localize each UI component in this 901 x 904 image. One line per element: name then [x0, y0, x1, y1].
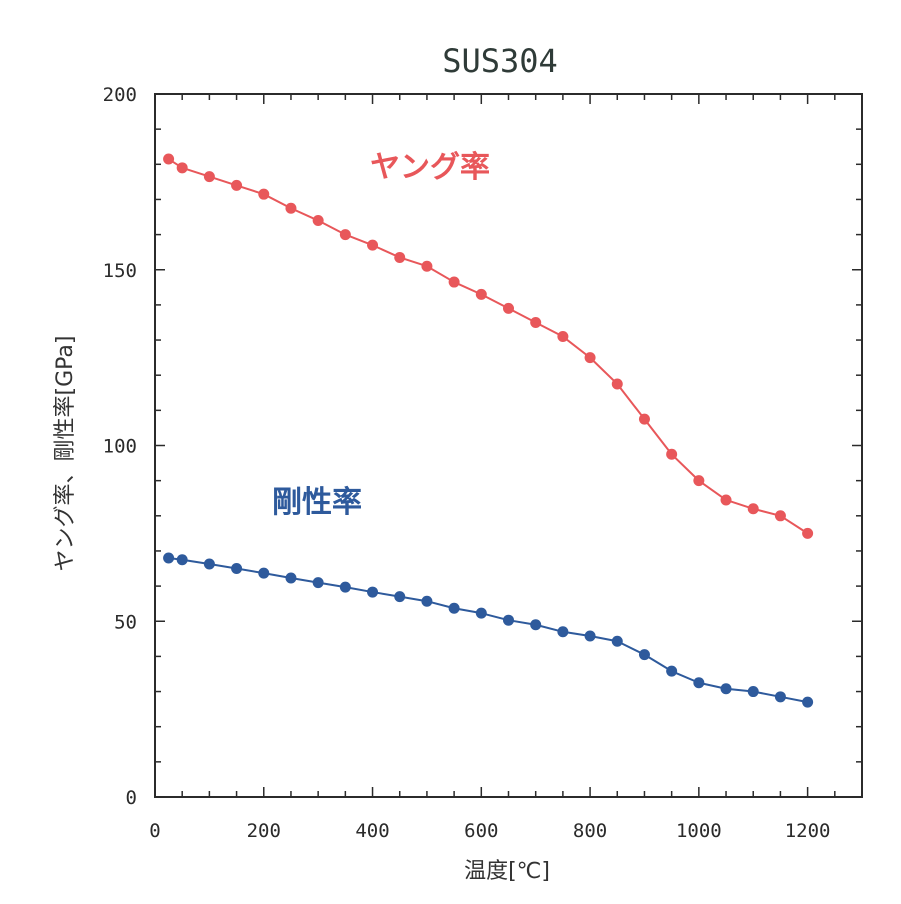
- x-tick-label: 800: [573, 820, 607, 842]
- data-point: [285, 202, 297, 214]
- data-point: [312, 215, 324, 227]
- x-tick-label: 600: [464, 820, 498, 842]
- data-point: [638, 649, 650, 661]
- data-point: [747, 503, 759, 515]
- y-tick-label: 150: [103, 260, 137, 282]
- x-tick-label: 0: [149, 820, 160, 842]
- axis-ticks: 0 200 400 600 800 1000 1200 0 50 100 150 200: [103, 84, 863, 842]
- data-point: [339, 229, 351, 241]
- data-point: [203, 558, 215, 570]
- data-point: [258, 188, 270, 200]
- y-axis-label: ヤング率、剛性率[GPa]: [53, 336, 78, 572]
- data-point: [367, 239, 379, 251]
- x-tick-label: 400: [355, 820, 389, 842]
- series-line: [168, 158, 809, 535]
- data-point: [802, 696, 814, 708]
- data-point: [258, 567, 270, 579]
- data-point: [448, 276, 460, 288]
- data-point: [530, 619, 542, 631]
- data-point: [448, 602, 460, 614]
- data-point: [176, 554, 188, 566]
- data-point: [802, 527, 814, 539]
- data-point: [475, 607, 487, 619]
- data-point: [163, 552, 175, 564]
- data-point: [475, 288, 487, 300]
- x-tick-label: 200: [247, 820, 281, 842]
- series-line: [168, 556, 808, 704]
- data-point: [503, 302, 514, 314]
- data-point: [638, 413, 650, 425]
- data-point: [720, 683, 732, 695]
- data-point: [421, 260, 433, 272]
- data-point: [720, 494, 732, 506]
- series-label: 剛性率: [272, 485, 362, 520]
- data-point: [666, 665, 678, 677]
- data-point: [285, 572, 297, 584]
- chart-title: SUS304: [442, 42, 558, 80]
- data-point: [421, 595, 433, 607]
- data-point: [693, 475, 705, 487]
- data-point: [503, 614, 514, 626]
- data-point: [203, 171, 215, 183]
- data-point: [693, 677, 705, 689]
- y-tick-label: 0: [126, 787, 137, 809]
- data-point: [747, 686, 759, 698]
- data-point: [611, 635, 623, 647]
- data-point: [774, 691, 786, 703]
- data-point: [584, 630, 596, 642]
- x-tick-label: 1200: [785, 820, 831, 842]
- data-point: [394, 251, 406, 263]
- y-tick-label: 100: [103, 436, 137, 458]
- data-point: [339, 581, 351, 593]
- y-tick-label: 50: [114, 611, 137, 633]
- data-point: [557, 626, 569, 638]
- data-point: [163, 153, 175, 165]
- data-point: [231, 179, 243, 191]
- data-point: [530, 316, 542, 328]
- data-point: [394, 591, 406, 603]
- data-point: [231, 563, 243, 575]
- data-point: [176, 162, 188, 174]
- x-tick-label: 1000: [676, 820, 722, 842]
- data-point: [774, 510, 786, 522]
- data-point: [312, 577, 324, 589]
- y-tick-label: 200: [103, 84, 137, 106]
- data-point: [611, 378, 623, 390]
- x-axis-label: 温度[℃]: [464, 859, 550, 884]
- data-point: [557, 331, 569, 343]
- data-point: [584, 352, 596, 364]
- data-point: [666, 448, 678, 460]
- data-point: [367, 586, 379, 598]
- series-label: ヤング率: [370, 150, 490, 185]
